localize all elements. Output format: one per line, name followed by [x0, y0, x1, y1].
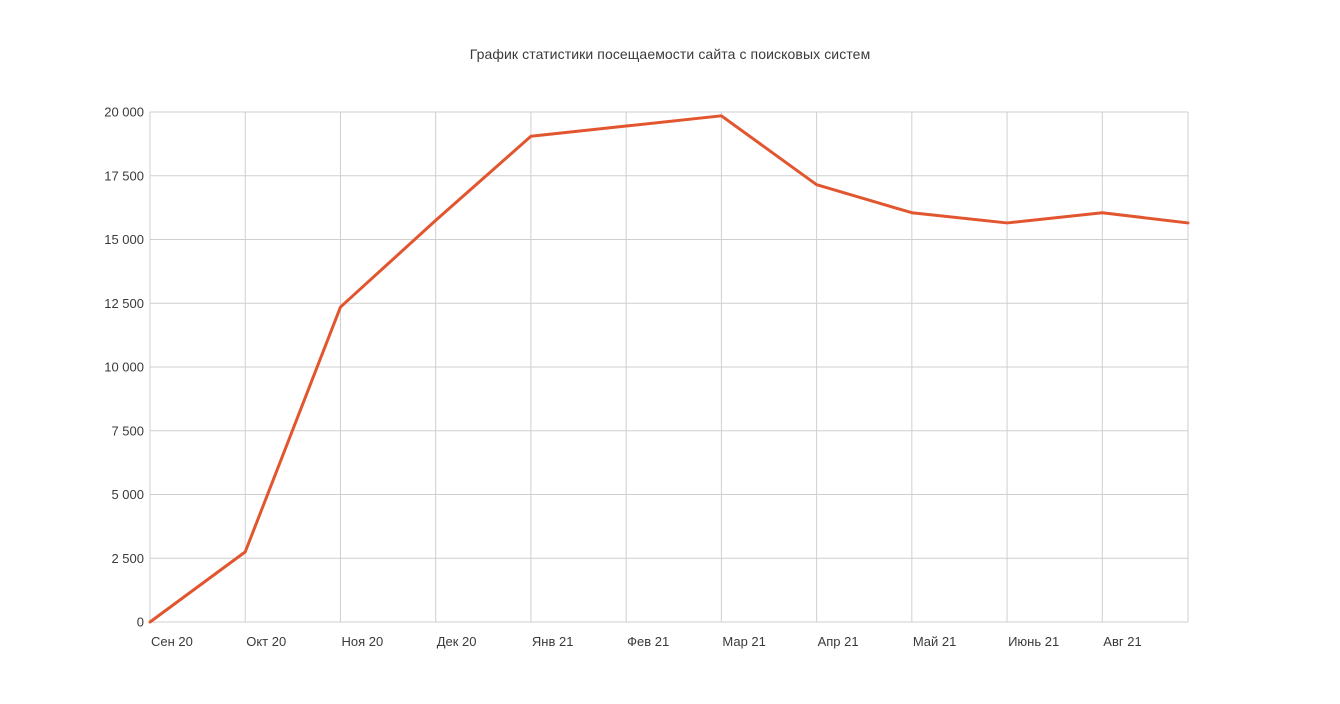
x-tick-label: Июнь 21 [1008, 634, 1059, 649]
x-tick-label: Авг 21 [1103, 634, 1141, 649]
y-tick-label: 17 500 [104, 168, 144, 183]
x-tick-label: Сен 20 [151, 634, 193, 649]
chart-title: График статистики посещаемости сайта с п… [469, 46, 871, 62]
y-tick-label: 7 500 [111, 423, 144, 438]
x-tick-label: Мар 21 [722, 634, 766, 649]
y-tick-label: 12 500 [104, 296, 144, 311]
y-tick-label: 0 [137, 615, 144, 630]
grid-lines [149, 111, 1189, 623]
x-tick-label: Ноя 20 [341, 634, 383, 649]
x-tick-label: Май 21 [913, 634, 957, 649]
x-tick-label: Окт 20 [246, 634, 286, 649]
y-tick-label: 2 500 [111, 551, 144, 566]
y-tick-label: 10 000 [104, 360, 144, 375]
axis-labels: 0 2 500 5 000 7 500 10 000 12 500 15 000 17 500… [104, 105, 1141, 650]
series-layer [148, 114, 1190, 624]
x-tick-label: Апр 21 [818, 634, 859, 649]
y-tick-label: 20 000 [104, 105, 144, 120]
x-tick-label: Дек 20 [437, 634, 477, 649]
y-tick-label: 15 000 [104, 232, 144, 247]
series-line [148, 114, 1190, 624]
x-tick-label: Янв 21 [532, 634, 574, 649]
x-tick-label: Фев 21 [627, 634, 669, 649]
y-tick-label: 5 000 [111, 487, 144, 502]
